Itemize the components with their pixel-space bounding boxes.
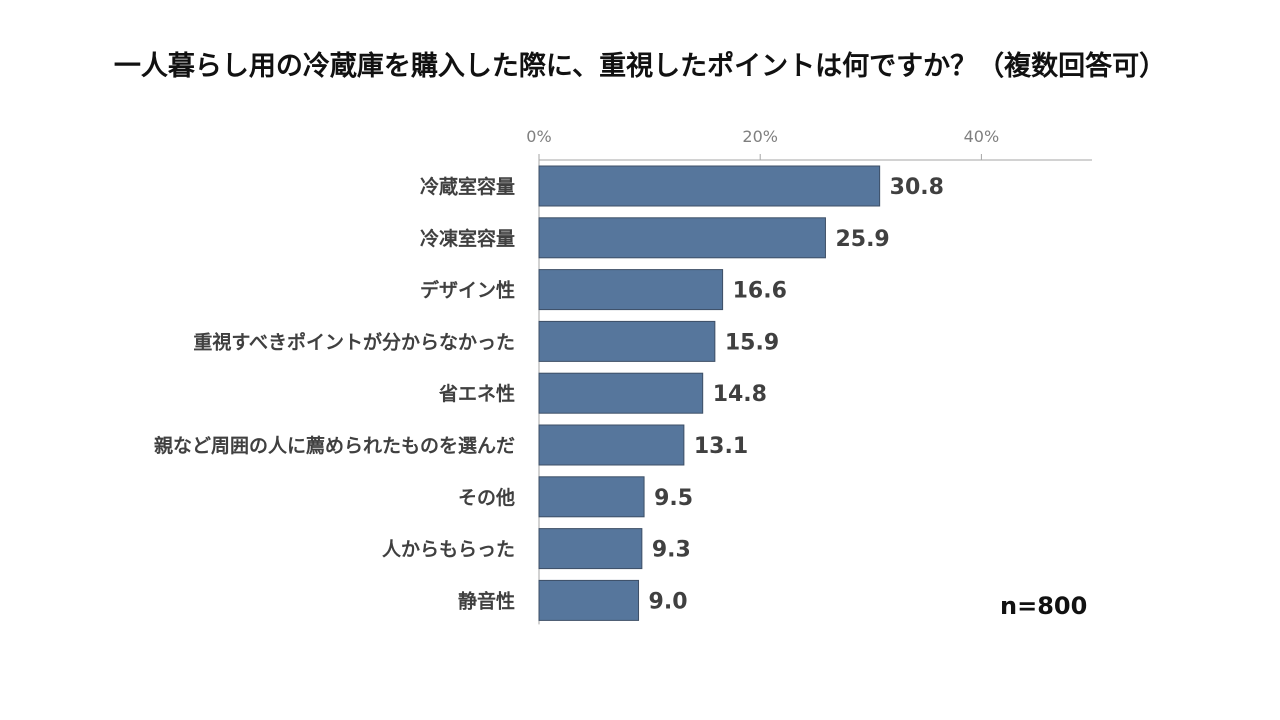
- value-label: 25.9: [835, 227, 889, 252]
- sample-size-label: n=800: [1000, 592, 1088, 620]
- bar: [538, 424, 685, 466]
- category-label: 親など周囲の人に薦められたものを選んだ: [154, 434, 515, 457]
- category-label: 人からもらった: [382, 539, 515, 561]
- category-label: 静音性: [458, 589, 515, 612]
- value-label: 16.6: [733, 279, 787, 304]
- x-tick-label: 40%: [964, 127, 1000, 146]
- bar: [538, 528, 643, 570]
- labels: 冷蔵室容量 30.8 冷凍室容量 25.9 デザイン性 16.6 重視すべきポイントが分から…: [154, 175, 944, 614]
- value-label: 13.1: [694, 434, 748, 459]
- bar: [538, 165, 881, 207]
- bar: [538, 217, 826, 259]
- bar: [538, 476, 645, 518]
- category-label: その他: [458, 486, 515, 509]
- x-tick-label: 20%: [742, 127, 778, 146]
- bar: [538, 320, 716, 362]
- value-label: 9.3: [652, 538, 691, 563]
- value-label: 15.9: [725, 330, 779, 355]
- category-label: 冷凍室容量: [420, 227, 515, 250]
- category-label: 省エネ性: [438, 382, 515, 405]
- x-tick-label: 0%: [526, 127, 551, 146]
- bars: [538, 165, 881, 621]
- value-label: 9.5: [654, 486, 693, 511]
- bar: [538, 269, 724, 311]
- category-label: 重視すべきポイントが分からなかった: [193, 330, 515, 353]
- chart-title: 一人暮らし用の冷蔵庫を購入した際に、重視したポイントは何ですか？（複数回答可）: [113, 51, 1167, 82]
- bar: [538, 579, 640, 621]
- category-label: デザイン性: [420, 279, 515, 302]
- category-label: 冷蔵室容量: [420, 175, 515, 198]
- value-label: 30.8: [890, 175, 944, 200]
- bar: [538, 372, 704, 414]
- value-label: 9.0: [649, 589, 688, 614]
- value-label: 14.8: [713, 382, 767, 407]
